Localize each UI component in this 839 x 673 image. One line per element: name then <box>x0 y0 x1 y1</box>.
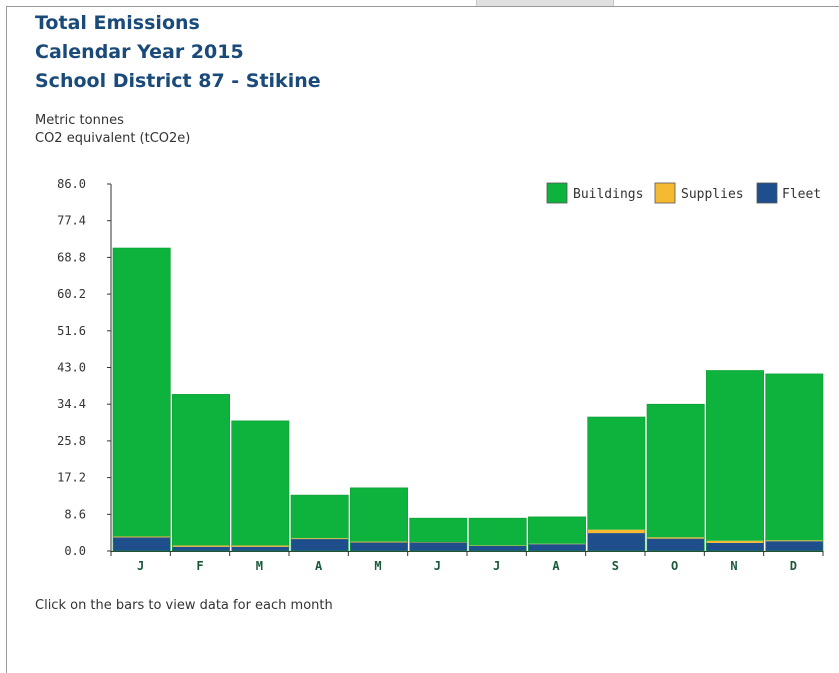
bar-buildings-9[interactable] <box>587 417 645 530</box>
bar-fleet-3[interactable] <box>231 546 289 551</box>
bar-supplies-5[interactable] <box>350 541 408 543</box>
x-tick-label-7: J <box>493 559 500 573</box>
bar-supplies-1[interactable] <box>113 536 171 538</box>
bar-fleet-5[interactable] <box>350 542 408 551</box>
bar-buildings-12[interactable] <box>765 373 823 541</box>
y-tick-label: 8.6 <box>64 507 86 521</box>
bar-supplies-9[interactable] <box>587 529 645 534</box>
bar-outline-8[interactable] <box>528 516 586 552</box>
bar-buildings-10[interactable] <box>647 404 705 538</box>
bar-buildings-5[interactable] <box>350 487 408 542</box>
y-tick-label: 0.0 <box>64 544 86 558</box>
bar-buildings-7[interactable] <box>469 518 527 546</box>
chart-title: Total Emissions Calendar Year 2015 Schoo… <box>35 9 321 96</box>
bar-outline-9[interactable] <box>587 416 646 552</box>
unit-line-1: Metric tonnes <box>35 113 124 128</box>
y-tick-label: 25.8 <box>57 434 86 448</box>
y-tick-label: 86.0 <box>57 177 86 191</box>
y-tick-label: 17.2 <box>57 471 86 485</box>
bar-fleet-2[interactable] <box>172 546 230 551</box>
bar-fleet-10[interactable] <box>647 538 705 551</box>
bar-outline-4[interactable] <box>290 494 349 552</box>
bar-outline-10[interactable] <box>646 403 705 552</box>
bar-fleet-7[interactable] <box>469 545 527 551</box>
bar-supplies-12[interactable] <box>765 540 823 542</box>
bar-supplies-11[interactable] <box>706 540 764 543</box>
y-tick-label: 43.0 <box>57 361 86 375</box>
bar-fleet-4[interactable] <box>291 539 349 551</box>
x-tick-label-4: A <box>315 559 323 573</box>
bar-buildings-1[interactable] <box>113 248 171 537</box>
legend-swatch-fleet[interactable] <box>756 182 778 204</box>
legend-label-buildings[interactable]: Buildings <box>573 187 643 202</box>
legend-swatch-buildings[interactable] <box>546 182 568 204</box>
bar-buildings-4[interactable] <box>291 495 349 539</box>
y-tick-label: 68.8 <box>57 250 86 264</box>
x-tick-label-5: M <box>374 559 381 573</box>
bar-buildings-2[interactable] <box>172 394 230 546</box>
x-tick-label-2: F <box>196 559 203 573</box>
bar-supplies-10[interactable] <box>647 537 705 539</box>
title-line-3: School District 87 - Stikine <box>35 70 321 92</box>
x-tick-label-8: A <box>552 559 560 573</box>
bar-buildings-8[interactable] <box>528 516 586 544</box>
bar-outline-7[interactable] <box>468 517 527 552</box>
bar-buildings-6[interactable] <box>409 518 467 543</box>
bar-fleet-8[interactable] <box>528 544 586 551</box>
unit-line-2: CO2 equivalent (tCO2e) <box>35 131 191 146</box>
x-tick-label-9: S <box>612 559 619 573</box>
bar-fleet-1[interactable] <box>113 537 171 551</box>
x-tick-label-6: J <box>434 559 441 573</box>
chart-note: Click on the bars to view data for each … <box>35 598 333 613</box>
legend-label-fleet[interactable]: Fleet <box>782 187 821 202</box>
x-tick-label-1: J <box>137 559 144 573</box>
bar-supplies-4[interactable] <box>291 538 349 540</box>
y-tick-label: 77.4 <box>57 214 86 228</box>
bar-outline-3[interactable] <box>231 420 290 552</box>
frame-border-top <box>6 6 839 7</box>
bar-outline-12[interactable] <box>765 373 824 552</box>
bar-buildings-11[interactable] <box>706 370 764 541</box>
bar-supplies-2[interactable] <box>172 545 230 547</box>
bar-fleet-6[interactable] <box>409 542 467 551</box>
y-tick-label: 34.4 <box>57 397 86 411</box>
x-tick-label-10: O <box>671 559 678 573</box>
bar-outline-2[interactable] <box>172 394 230 552</box>
bar-supplies-3[interactable] <box>231 545 289 547</box>
legend-label-supplies[interactable]: Supplies <box>681 187 744 202</box>
x-tick-label-12: D <box>790 559 797 573</box>
bar-outline-6[interactable] <box>409 517 468 552</box>
bar-fleet-11[interactable] <box>706 542 764 551</box>
y-tick-label: 51.6 <box>57 324 86 338</box>
title-line-2: Calendar Year 2015 <box>35 41 244 63</box>
legend-swatch-supplies[interactable] <box>654 182 676 204</box>
bar-outline-5[interactable] <box>350 487 408 552</box>
bar-outline-1[interactable] <box>112 247 171 552</box>
y-axis-unit-label: Metric tonnes CO2 equivalent (tCO2e) <box>35 112 190 148</box>
bar-buildings-3[interactable] <box>231 420 289 546</box>
x-tick-label-11: N <box>730 559 737 573</box>
x-tick-label-3: M <box>256 559 263 573</box>
bar-outline-11[interactable] <box>706 370 764 552</box>
y-tick-label: 60.2 <box>57 287 86 301</box>
title-line-1: Total Emissions <box>35 12 200 34</box>
bar-fleet-12[interactable] <box>765 541 823 551</box>
frame-border-left <box>6 6 7 673</box>
bar-fleet-9[interactable] <box>587 533 645 551</box>
